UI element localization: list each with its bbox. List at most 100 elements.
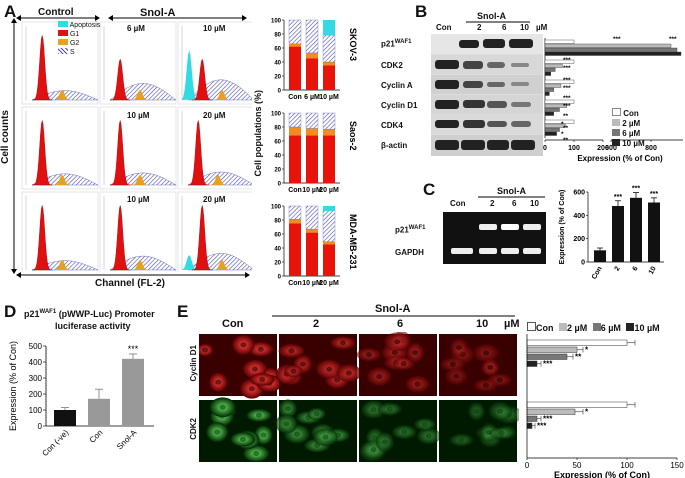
b-head-um: µM bbox=[536, 23, 548, 32]
x-label: 10 µM bbox=[302, 280, 322, 287]
legend-g1: G1 bbox=[69, 31, 80, 38]
cell-line-label: Saos-2 bbox=[348, 121, 358, 151]
micrograph-r1-c2 bbox=[275, 334, 362, 396]
bar-cdk2-3 bbox=[526, 422, 533, 429]
bar-p21-3 bbox=[544, 51, 682, 56]
bar-cyclin-d1-1 bbox=[544, 103, 567, 108]
y-axis-label: Expression (% of Con) bbox=[8, 341, 18, 431]
histogram-r2-c3 bbox=[177, 106, 252, 190]
bar-0 bbox=[54, 410, 76, 426]
phase-legend: Apoptosis G1 G2 S bbox=[58, 21, 100, 57]
x-tick-label: 100 bbox=[568, 145, 580, 152]
bar-g2 bbox=[289, 43, 301, 47]
y-tick-label: 400 bbox=[29, 358, 43, 367]
e-leg-2: 2 µM bbox=[567, 323, 588, 333]
e-head-6: 6 bbox=[397, 318, 404, 330]
c-head-6: 6 bbox=[512, 199, 517, 208]
bar-cdk4-2 bbox=[544, 127, 560, 132]
histogram-r3-c2 bbox=[99, 191, 177, 272]
b-prot-cdk2: CDK2 bbox=[381, 61, 403, 70]
histogram-r3-c3 bbox=[177, 191, 252, 272]
b-p21-text: p21 bbox=[381, 39, 395, 49]
histogram-r1-c2 bbox=[99, 21, 177, 105]
micrograph-r2-c2 bbox=[275, 399, 357, 462]
bar-cyclin-d1-0 bbox=[544, 99, 575, 104]
apoptosis-swatch bbox=[58, 21, 68, 27]
bar-s bbox=[288, 19, 302, 44]
significance-star: *** bbox=[613, 36, 621, 43]
d-title-pre: p21 bbox=[24, 309, 40, 319]
bar-g1 bbox=[306, 58, 318, 90]
y-tick-label: 0 bbox=[38, 422, 43, 431]
legend-apoptosis: Apoptosis bbox=[69, 22, 101, 29]
bar-cdk2-3 bbox=[544, 71, 552, 76]
micrograph-r1-c1 bbox=[199, 334, 283, 399]
bar-cdk2-2 bbox=[526, 415, 538, 422]
bar-s bbox=[322, 112, 336, 130]
x-tick-label: 200 bbox=[597, 145, 609, 152]
x-label: 10 bbox=[648, 265, 658, 275]
e-legend: Con 2 µM 6 µM 10 µM bbox=[527, 322, 660, 333]
bar-cyclin-d1-3 bbox=[526, 360, 538, 367]
micrograph-r2-c1 bbox=[199, 397, 277, 462]
significance-star: * bbox=[561, 131, 564, 138]
c-snol-label: Snol-A bbox=[497, 186, 526, 196]
histogram-r2-c2 bbox=[99, 106, 177, 190]
b-leg-2: 2 µM bbox=[622, 119, 641, 128]
snol-a-label: Snol-A bbox=[140, 7, 176, 19]
bar-g1 bbox=[323, 244, 335, 276]
e-leg-10: 10 µM bbox=[634, 323, 660, 333]
b-head-10: 10 bbox=[520, 23, 529, 32]
tick-label: 100 bbox=[271, 18, 282, 24]
flow-histograms bbox=[21, 21, 252, 272]
significance-star: *** bbox=[632, 186, 640, 193]
bar-6 bbox=[630, 197, 642, 262]
e-row-cdk2: CDK2 bbox=[189, 418, 198, 440]
significance-star: *** bbox=[563, 95, 571, 102]
b-p21-sup: WAF1 bbox=[394, 39, 412, 45]
b-prot-beta-actin: β-actin bbox=[381, 141, 408, 150]
tick-label: 100 bbox=[271, 111, 282, 117]
y-tick-label: 600 bbox=[573, 190, 585, 197]
dose-r3-c2: 10 µM bbox=[127, 195, 150, 204]
x-label: 6 bbox=[632, 265, 640, 272]
y-tick-label: 400 bbox=[573, 213, 585, 220]
significance-star: *** bbox=[563, 65, 571, 72]
bar-g2 bbox=[306, 52, 318, 59]
bar-1 bbox=[88, 398, 110, 426]
bar-cyclin-a-3 bbox=[544, 91, 550, 96]
tick-label: 80 bbox=[274, 125, 281, 131]
bar-cdk4-0 bbox=[544, 119, 575, 124]
g1-swatch bbox=[58, 30, 68, 36]
bar-g1 bbox=[323, 65, 335, 90]
panel-label-e: E bbox=[177, 302, 189, 321]
b-head-2: 2 bbox=[477, 23, 482, 32]
bar-g2 bbox=[323, 241, 335, 245]
bar-g1 bbox=[289, 135, 301, 183]
bar-cyclin-a-2 bbox=[544, 87, 554, 92]
stacked-chart-skov-3: 0 20 40 60 80 100 Con 6 µM 10 µM SKOV-3 bbox=[271, 18, 358, 101]
significance-star: *** bbox=[563, 85, 571, 92]
e-snol-label: Snol-A bbox=[375, 303, 411, 315]
x-label: 10 µM bbox=[319, 94, 339, 101]
bar-10 bbox=[648, 202, 660, 262]
bar-cdk2-1 bbox=[544, 63, 563, 68]
tick-label: 40 bbox=[274, 153, 281, 159]
b-leg-6: 6 µM bbox=[622, 129, 641, 138]
bar-cyclin-d1-0 bbox=[526, 339, 628, 346]
g2-swatch bbox=[58, 39, 68, 45]
c-band-gapdh: GAPDH bbox=[395, 248, 424, 257]
tick-label: 80 bbox=[274, 32, 281, 38]
b-leg-2-swatch bbox=[612, 119, 620, 126]
e-leg-con-swatch bbox=[527, 322, 536, 331]
x-label: 20 µM bbox=[319, 187, 339, 194]
tick-label: 20 bbox=[274, 167, 281, 173]
significance-star: *** bbox=[537, 422, 547, 431]
bar-g2 bbox=[323, 62, 335, 66]
significance-star: *** bbox=[669, 36, 677, 43]
bar-cyclin-d1-3 bbox=[544, 111, 554, 116]
x-tick-label: 800 bbox=[645, 145, 657, 152]
